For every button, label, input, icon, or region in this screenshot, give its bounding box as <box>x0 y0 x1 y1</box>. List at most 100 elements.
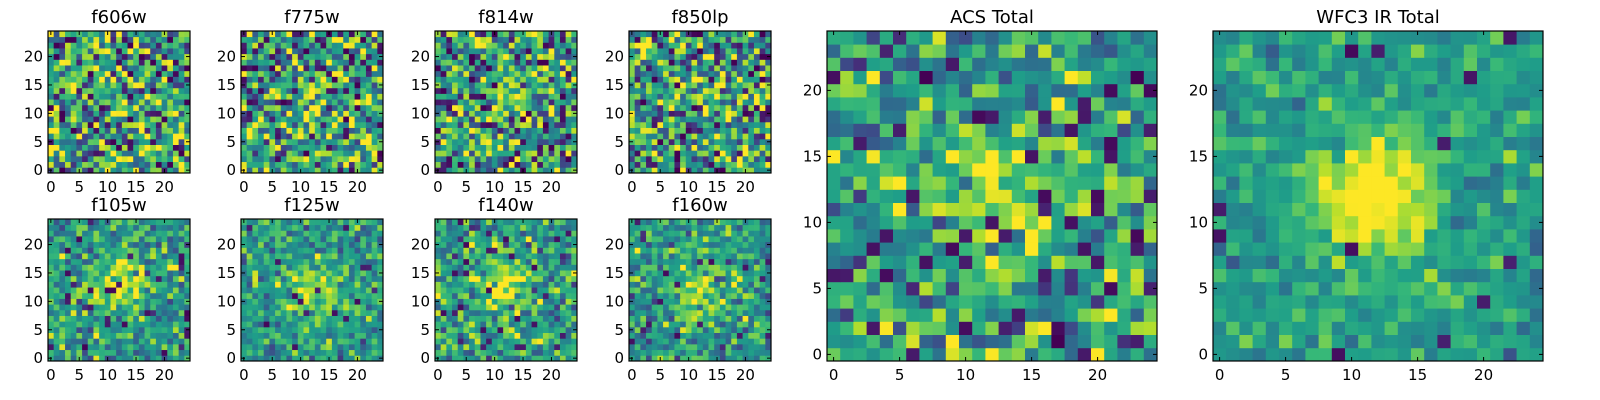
heatmap-cell <box>167 275 174 282</box>
heatmap-cell <box>365 82 373 89</box>
heatmap-cell <box>286 99 293 106</box>
heatmap-cell <box>161 161 168 168</box>
heatmap-cell <box>93 36 100 43</box>
heatmap-cell <box>480 36 487 43</box>
heatmap-cell <box>1252 110 1267 124</box>
heatmap-cell <box>1397 176 1412 190</box>
heatmap-cell <box>246 287 253 294</box>
heatmap-cell <box>474 138 481 145</box>
heatmap-cell <box>258 70 265 77</box>
heatmap-cell <box>853 44 867 58</box>
heatmap-cell <box>508 167 515 174</box>
heatmap-cell <box>531 93 538 100</box>
heatmap-cell <box>520 82 527 89</box>
heatmap-cell <box>360 309 367 316</box>
heatmap-cell <box>674 104 681 111</box>
heatmap-cell <box>104 138 111 145</box>
heatmap-cell <box>1051 202 1065 217</box>
heatmap-cell <box>269 161 276 168</box>
heatmap-cell <box>309 76 316 83</box>
heatmap-cell <box>725 167 732 174</box>
heatmap-cell <box>99 70 106 77</box>
heatmap-cell <box>1331 110 1346 124</box>
heatmap-cell <box>331 42 338 49</box>
heatmap-cell <box>297 82 304 89</box>
heatmap-cell <box>138 236 145 243</box>
heatmap-cell <box>1331 44 1346 58</box>
heatmap-cell <box>172 343 180 351</box>
heatmap-cell <box>932 281 947 296</box>
heatmap-cell <box>680 31 687 38</box>
heatmap-cell <box>93 31 100 38</box>
heatmap-cell <box>76 241 83 248</box>
heatmap-cell <box>365 304 373 311</box>
heatmap-cell <box>1331 70 1346 85</box>
heatmap-cell <box>879 347 894 362</box>
heatmap-cell <box>252 65 259 72</box>
heatmap-cell <box>840 189 854 203</box>
heatmap-cell <box>133 127 140 134</box>
heatmap-cell <box>1252 229 1267 243</box>
heatmap-cell <box>998 242 1013 256</box>
heatmap-cell <box>537 53 544 60</box>
heatmap-cell <box>241 315 248 322</box>
heatmap-cell <box>508 42 515 49</box>
heatmap-cell <box>320 349 327 356</box>
heatmap-cell <box>59 270 66 277</box>
heatmap-cell <box>1411 31 1425 45</box>
heatmap-cell <box>53 65 60 72</box>
heatmap-cell <box>736 138 743 145</box>
heatmap-cell <box>1130 295 1145 309</box>
heatmap-cell <box>753 53 761 60</box>
heatmap-cell <box>360 99 367 106</box>
heatmap-cell <box>297 53 304 60</box>
heatmap-cell <box>497 167 504 174</box>
heatmap-cell <box>167 42 174 49</box>
heatmap-cell <box>292 287 299 294</box>
heatmap-cell <box>252 281 259 288</box>
heatmap-cell <box>759 70 766 77</box>
heatmap-cell <box>121 287 128 294</box>
heatmap-cell <box>520 144 527 151</box>
heatmap-cell <box>480 76 487 83</box>
heatmap-cell <box>1252 70 1267 85</box>
heatmap-cell <box>1477 321 1491 335</box>
heatmap-cell <box>1213 255 1227 269</box>
heatmap-cell <box>93 133 100 140</box>
heatmap-cell <box>297 292 304 299</box>
heatmap-cell <box>537 127 544 134</box>
heatmap-cell <box>1424 255 1438 269</box>
heatmap-cell <box>840 31 854 45</box>
heatmap-cell <box>121 150 128 157</box>
heatmap-cell <box>1077 321 1092 335</box>
heatmap-cell <box>178 65 185 72</box>
heatmap-cell <box>520 76 527 83</box>
heatmap-cell <box>178 349 185 356</box>
heatmap-cell <box>241 48 248 55</box>
heatmap-cell <box>1437 347 1451 362</box>
heatmap-cell <box>360 292 367 299</box>
heatmap-cell <box>354 138 361 145</box>
heatmap-cell <box>354 349 361 356</box>
heatmap-cell <box>348 144 355 151</box>
heatmap-cell <box>82 247 89 254</box>
heatmap-cell <box>508 70 515 77</box>
heatmap-cell <box>452 161 459 168</box>
heatmap-cell <box>1011 70 1026 85</box>
heatmap-cell <box>531 65 538 72</box>
heatmap-cell <box>326 116 333 123</box>
x-tick-label: 15 <box>707 178 726 196</box>
heatmap-cell <box>331 138 338 145</box>
heatmap-cell <box>1397 149 1412 164</box>
heatmap-cell <box>286 167 293 174</box>
heatmap-cell <box>1477 189 1491 203</box>
heatmap-cell <box>1143 308 1158 322</box>
heatmap-cell <box>893 308 907 322</box>
heatmap-cell <box>1318 123 1333 137</box>
heatmap-cell <box>702 116 709 123</box>
x-tick-label: 20 <box>348 178 367 196</box>
heatmap-cell <box>1450 334 1465 349</box>
heatmap-cell <box>178 281 185 288</box>
heatmap-cell <box>457 104 464 111</box>
heatmap-cell <box>144 31 151 38</box>
